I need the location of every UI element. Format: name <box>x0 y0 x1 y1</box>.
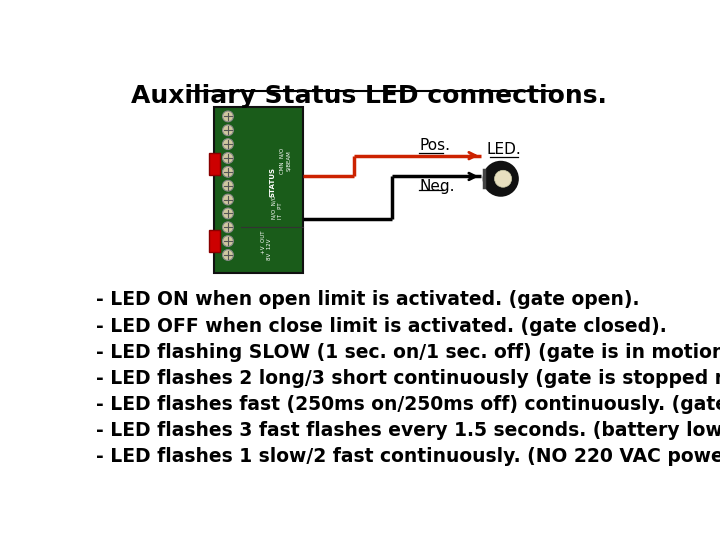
FancyBboxPatch shape <box>210 153 220 175</box>
Circle shape <box>222 236 233 247</box>
Circle shape <box>495 170 512 187</box>
FancyBboxPatch shape <box>214 107 303 273</box>
Text: N/O  N/O: N/O N/O <box>272 195 277 219</box>
FancyBboxPatch shape <box>210 231 220 252</box>
Circle shape <box>222 111 233 122</box>
Circle shape <box>222 180 233 191</box>
Circle shape <box>222 249 233 260</box>
Text: LED.: LED. <box>487 142 521 157</box>
Text: STATUS: STATUS <box>270 167 276 197</box>
Text: IT   PT: IT PT <box>278 203 283 219</box>
Text: 8V  12V: 8V 12V <box>267 239 272 260</box>
Text: - LED OFF when close limit is activated. (gate closed).: - LED OFF when close limit is activated.… <box>96 316 667 335</box>
Circle shape <box>484 162 518 195</box>
Circle shape <box>222 208 233 219</box>
Text: - LED flashing SLOW (1 sec. on/1 sec. off) (gate is in motion).: - LED flashing SLOW (1 sec. on/1 sec. of… <box>96 343 720 362</box>
Text: Pos.: Pos. <box>419 138 451 153</box>
Text: - LED flashes 1 slow/2 fast continuously. (NO 220 VAC power present).: - LED flashes 1 slow/2 fast continuously… <box>96 448 720 467</box>
Circle shape <box>222 194 233 205</box>
Circle shape <box>222 139 233 150</box>
Circle shape <box>222 222 233 233</box>
Circle shape <box>222 166 233 177</box>
Text: +V  OUT: +V OUT <box>261 230 266 254</box>
Text: Auxiliary Status LED connections.: Auxiliary Status LED connections. <box>131 84 607 108</box>
Text: - LED ON when open limit is activated. (gate open).: - LED ON when open limit is activated. (… <box>96 291 639 309</box>
Text: - LED flashes 3 fast flashes every 1.5 seconds. (battery low, <11/22VDC).: - LED flashes 3 fast flashes every 1.5 s… <box>96 421 720 440</box>
Text: - LED flashes fast (250ms on/250ms off) continuously. (gate in overload).: - LED flashes fast (250ms on/250ms off) … <box>96 395 720 414</box>
Text: Neg.: Neg. <box>419 179 455 194</box>
Circle shape <box>222 125 233 136</box>
Text: S/BEAM: S/BEAM <box>286 151 291 171</box>
Text: CMN  N/O: CMN N/O <box>279 148 284 174</box>
Text: - LED flashes 2 long/3 short continuously (gate is stopped midway).: - LED flashes 2 long/3 short continuousl… <box>96 369 720 388</box>
Circle shape <box>222 153 233 164</box>
